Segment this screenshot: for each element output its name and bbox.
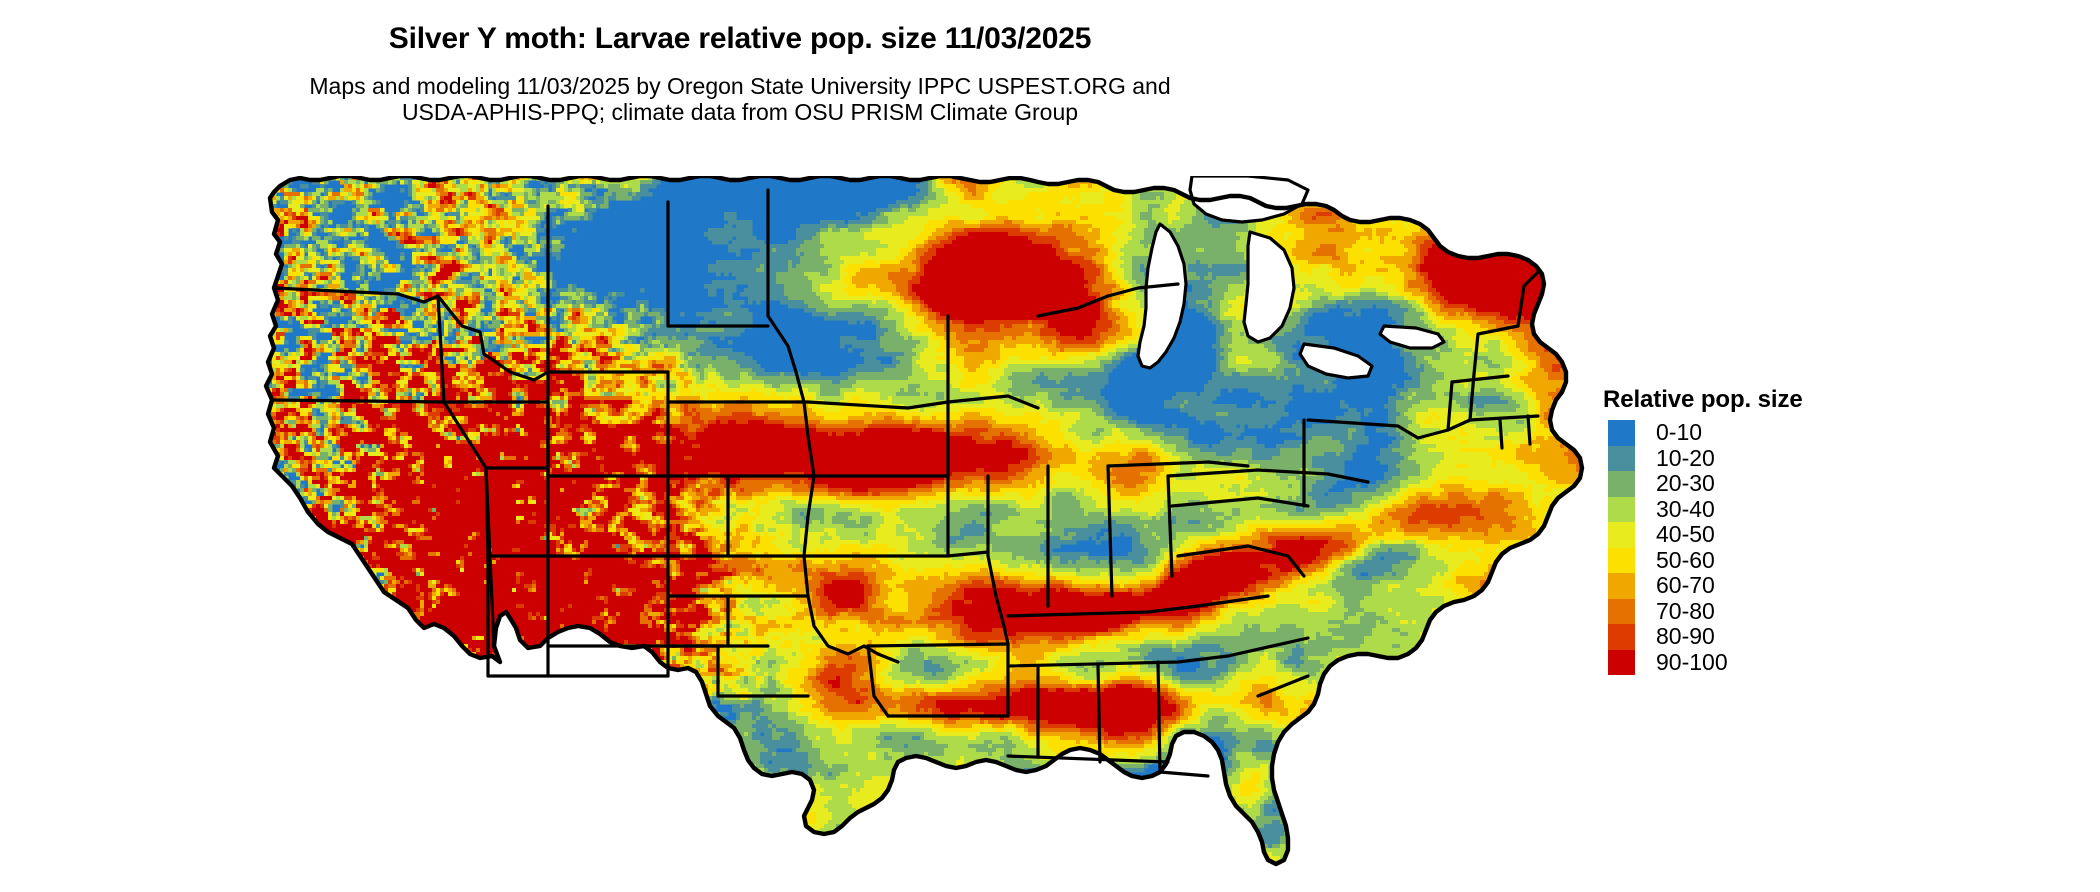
legend-color-swatch (1608, 624, 1635, 650)
legend-label: 10-20 (1656, 444, 1715, 471)
legend-item: 40-50 (1603, 522, 2003, 548)
state-boundary (666, 644, 810, 698)
state-boundary (1468, 372, 1476, 422)
state-boundary (1526, 414, 1532, 446)
state-boundary (1256, 674, 1310, 698)
page-title: Silver Y moth: Larvae relative pop. size… (388, 22, 1092, 55)
legend-item: 80-90 (1603, 624, 2003, 650)
legend-item: 90-100 (1603, 648, 2003, 675)
raster-layer (266, 176, 1582, 864)
state-boundary (866, 644, 890, 718)
us-choropleth-map (248, 176, 1588, 876)
legend-title: Relative pop. size (1603, 386, 1803, 413)
legend-item: 50-60 (1603, 546, 2003, 573)
state-boundary (1006, 654, 1230, 668)
legend-color-swatch (1608, 496, 1635, 522)
state-boundary (1156, 660, 1162, 774)
state-boundary (946, 394, 1040, 410)
state-boundary (1106, 464, 1114, 598)
legend-item: 60-70 (1603, 573, 2003, 599)
legend-label: 50-60 (1656, 546, 1715, 573)
legend-item: 0-10 (1603, 420, 2003, 446)
legend-label: 20-30 (1656, 470, 1715, 497)
state-boundary (1096, 664, 1102, 764)
state-boundary (1196, 594, 1270, 608)
legend-label: 80-90 (1656, 623, 1715, 650)
state-boundary (486, 554, 550, 678)
state-boundary (1006, 604, 1200, 618)
state-boundary (1166, 468, 1370, 484)
state-boundary (436, 294, 550, 382)
lake-polygon (1242, 230, 1296, 344)
legend-item: 70-80 (1603, 597, 2003, 624)
legend-items: 0-10 10-20 20-30 30-40 40-50 50-60 60-70 70-80 8… (1603, 420, 2003, 675)
great-lakes (1136, 176, 1446, 380)
legend-label: 0-10 (1656, 419, 1703, 446)
state-boundary (1306, 418, 1420, 440)
legend-color-swatch (1608, 420, 1635, 446)
state-boundary (766, 314, 816, 598)
subtitle-line-2: USDA-APHIS-PPQ; climate data from OSU PR… (401, 98, 1079, 125)
state-boundary (1176, 544, 1306, 578)
state-boundary (1170, 496, 1310, 508)
state-boundary (270, 398, 446, 404)
state-boundary (1106, 460, 1250, 468)
legend-color-swatch (1608, 471, 1635, 497)
legend-color-swatch (1608, 547, 1635, 573)
legend-color-swatch (1608, 573, 1635, 599)
state-boundary (1226, 636, 1310, 658)
state-boundary (986, 554, 1010, 646)
state-boundary (1498, 418, 1504, 450)
state-boundary (1446, 380, 1454, 432)
state-boundary (806, 594, 900, 664)
state-boundary (866, 642, 1010, 648)
subtitle-line-1: Maps and modeling 11/03/2025 by Oregon S… (309, 73, 1171, 99)
state-boundary (1158, 770, 1210, 778)
legend-color-swatch (1608, 522, 1635, 548)
state-boundary (1516, 270, 1540, 328)
legend-item: 20-30 (1603, 471, 2003, 497)
legend-label: 90-100 (1656, 648, 1728, 675)
legend-label: 30-40 (1656, 495, 1715, 522)
subtitle: Maps and modeling 11/03/2025 by Oregon S… (0, 73, 1480, 126)
legend: Relative pop. size 0-10 10-20 20-30 30-40 40… (1603, 386, 2003, 675)
lake-polygon (1298, 342, 1374, 380)
state-boundary (272, 286, 440, 304)
legend-label: 60-70 (1656, 572, 1715, 599)
legend-label: 40-50 (1656, 521, 1715, 548)
title-block: Silver Y moth: Larvae relative pop. size… (0, 0, 1480, 126)
lake-polygon (1136, 222, 1188, 370)
state-boundary (1472, 324, 1520, 376)
state-boundary (1450, 374, 1510, 384)
state-boundary (1036, 294, 1110, 318)
state-boundary (484, 466, 670, 558)
legend-label: 70-80 (1656, 597, 1715, 624)
legend-color-swatch (1608, 649, 1635, 675)
legend-item: 10-20 (1603, 444, 2003, 471)
state-boundary (806, 400, 950, 410)
legend-color-swatch (1608, 445, 1635, 471)
state-boundary (546, 644, 670, 678)
state-boundary (1166, 474, 1174, 578)
legend-item: 30-40 (1603, 495, 2003, 522)
lake-polygon (1378, 324, 1446, 350)
state-boundary (1006, 754, 1170, 764)
map-svg (248, 176, 1588, 876)
legend-color-swatch (1608, 598, 1635, 624)
state-boundary (436, 294, 446, 404)
state-boundary (1106, 282, 1180, 298)
state-boundaries (270, 188, 1540, 778)
